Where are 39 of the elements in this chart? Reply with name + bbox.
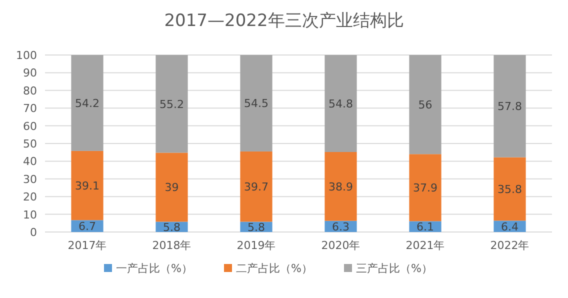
y-tick-label: 80 <box>23 84 37 98</box>
data-label: 57.8 <box>498 100 522 114</box>
y-tick-label: 40 <box>23 155 37 168</box>
data-label: 5.8 <box>163 220 180 234</box>
x-tick-label: 2017年 <box>68 239 107 252</box>
data-label: 6.7 <box>78 220 96 234</box>
y-tick-label: 70 <box>23 102 37 116</box>
y-tick-label: 60 <box>23 120 37 133</box>
legend-label: 三产占比（%） <box>356 262 432 275</box>
data-label: 6.1 <box>416 220 434 234</box>
data-label: 54.8 <box>328 98 353 110</box>
y-tick-label: 10 <box>23 208 37 222</box>
y-tick-label: 100 <box>16 49 37 62</box>
data-label: 6.3 <box>332 220 350 234</box>
title: 2017—2022年三次产业结构比 <box>164 11 404 31</box>
y-tick-label: 20 <box>23 190 37 204</box>
legend-label: 一产占比（%） <box>116 262 192 275</box>
data-label: 38.9 <box>328 180 353 194</box>
x-tick-label: 2019年 <box>236 239 276 252</box>
x-tick-label: 2020年 <box>321 239 360 252</box>
data-label: 39.1 <box>75 180 100 193</box>
y-tick-label: 50 <box>23 138 37 150</box>
x-tick-label: 2021年 <box>406 239 445 252</box>
x-tick-label: 2018年 <box>152 239 192 252</box>
data-label: 55.2 <box>160 98 184 111</box>
data-label: 37.9 <box>413 182 438 195</box>
data-label: 35.8 <box>498 182 522 196</box>
x-tick-label: 2022年 <box>490 239 530 252</box>
legend-label: 二产占比（%） <box>236 262 312 275</box>
data-label: 54.2 <box>75 96 100 110</box>
data-label: 39 <box>164 181 179 194</box>
y-tick-label: 0 <box>30 226 37 239</box>
data-label: 56 <box>418 98 432 112</box>
y-tick-label: 90 <box>23 66 37 80</box>
data-label: 39.7 <box>244 180 268 194</box>
data-label: 6.4 <box>501 220 518 234</box>
y-tick-label: 30 <box>23 172 37 186</box>
data-label: 54.5 <box>244 97 268 110</box>
data-label: 5.8 <box>248 220 265 234</box>
